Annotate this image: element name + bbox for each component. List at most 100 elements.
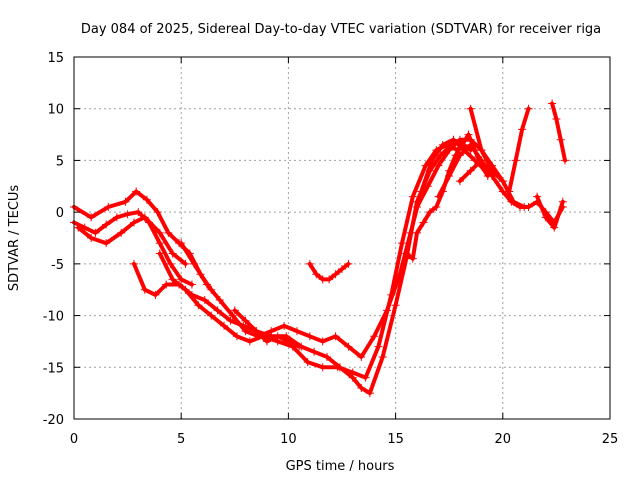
data-point-marker <box>91 228 100 237</box>
data-point-marker <box>455 151 464 160</box>
data-point-marker <box>357 383 366 392</box>
data-point-marker <box>466 104 475 113</box>
data-point-marker <box>130 259 139 268</box>
data-point-marker <box>533 192 542 201</box>
data-point-marker <box>365 389 374 398</box>
y-tick-label: 0 <box>56 206 64 221</box>
data-point-marker <box>398 239 407 248</box>
data-point-marker <box>273 332 282 341</box>
data-point-marker <box>505 187 514 196</box>
data-point-marker <box>558 197 567 206</box>
y-tick-label: -15 <box>43 361 64 376</box>
series-track-e <box>157 142 460 380</box>
data-point-marker <box>331 270 340 279</box>
series-track-f <box>179 137 488 359</box>
data-point-marker <box>155 228 164 237</box>
data-point-marker <box>541 213 550 222</box>
series-track-l <box>507 106 531 194</box>
y-tick-label: 5 <box>56 154 64 169</box>
data-point-marker <box>413 228 422 237</box>
data-point-marker <box>202 280 211 289</box>
data-point-marker <box>187 280 196 289</box>
x-tick-label: 5 <box>177 432 185 447</box>
data-point-marker <box>344 259 353 268</box>
data-point-marker <box>325 275 334 284</box>
data-point-marker <box>121 197 130 206</box>
data-point-marker <box>177 275 186 284</box>
data-point-marker <box>305 332 314 341</box>
y-tick-label: -10 <box>43 310 64 325</box>
data-point-marker <box>132 187 141 196</box>
data-point-marker <box>509 197 518 206</box>
data-point-marker <box>230 306 239 315</box>
data-point-marker <box>408 254 417 263</box>
data-point-marker <box>455 177 464 186</box>
data-point-marker <box>425 208 434 217</box>
series-track-n <box>535 194 565 230</box>
data-point-marker <box>477 146 486 155</box>
data-point-marker <box>194 301 203 310</box>
data-point-marker <box>455 135 464 144</box>
series-track-c <box>76 215 188 266</box>
data-point-marker <box>361 373 370 382</box>
data-point-marker <box>357 352 366 361</box>
data-point-marker <box>245 337 254 346</box>
data-point-marker <box>215 296 224 305</box>
data-point-marker <box>408 192 417 201</box>
data-point-marker <box>241 327 250 336</box>
data-point-marker <box>434 161 443 170</box>
data-point-marker <box>434 192 443 201</box>
data-point-marker <box>123 210 132 219</box>
data-point-marker <box>162 280 171 289</box>
data-point-marker <box>200 296 209 305</box>
series-track-a <box>72 210 194 287</box>
data-point-marker <box>87 234 96 242</box>
data-point-marker <box>142 195 151 204</box>
data-point-marker <box>228 311 237 320</box>
data-point-marker <box>262 337 271 346</box>
grid <box>74 57 610 419</box>
data-point-marker <box>445 171 454 180</box>
data-point-marker <box>391 301 400 310</box>
data-point-marker <box>190 259 199 268</box>
data-point-marker <box>383 306 392 315</box>
series-track-m <box>550 101 567 163</box>
data-point-marker <box>445 146 454 155</box>
data-point-marker <box>280 321 289 330</box>
data-point-marker <box>104 202 113 211</box>
data-point-marker <box>550 223 559 232</box>
data-point-marker <box>520 202 529 211</box>
data-point-marker <box>207 311 216 320</box>
data-point-marker <box>140 285 149 294</box>
data-point-marker <box>102 220 111 229</box>
x-axis-label: GPS time / hours <box>286 459 395 474</box>
data-point-marker <box>117 228 126 237</box>
data-point-marker <box>252 327 261 336</box>
data-point-marker <box>548 99 557 108</box>
data-point-marker <box>312 270 321 279</box>
data-point-marker <box>464 130 473 139</box>
data-point-marker <box>153 208 162 217</box>
data-point-marker <box>378 352 387 361</box>
data-series <box>70 99 569 398</box>
data-point-marker <box>331 332 340 341</box>
data-point-marker <box>284 337 293 346</box>
data-point-marker <box>488 161 497 170</box>
data-point-marker <box>428 156 437 165</box>
data-point-marker <box>303 358 312 367</box>
data-point-marker <box>395 270 404 279</box>
data-point-marker <box>477 156 486 165</box>
data-point-marker <box>241 316 250 325</box>
data-point-marker <box>102 239 111 248</box>
data-point-marker <box>232 332 241 341</box>
data-point-marker <box>295 342 304 351</box>
data-point-marker <box>419 218 428 227</box>
data-point-marker <box>87 213 96 222</box>
data-point-marker <box>181 259 190 268</box>
data-point-marker <box>322 352 331 361</box>
data-point-marker <box>292 327 301 336</box>
data-point-marker <box>220 321 229 330</box>
data-point-marker <box>155 239 164 248</box>
data-point-marker <box>112 213 121 222</box>
